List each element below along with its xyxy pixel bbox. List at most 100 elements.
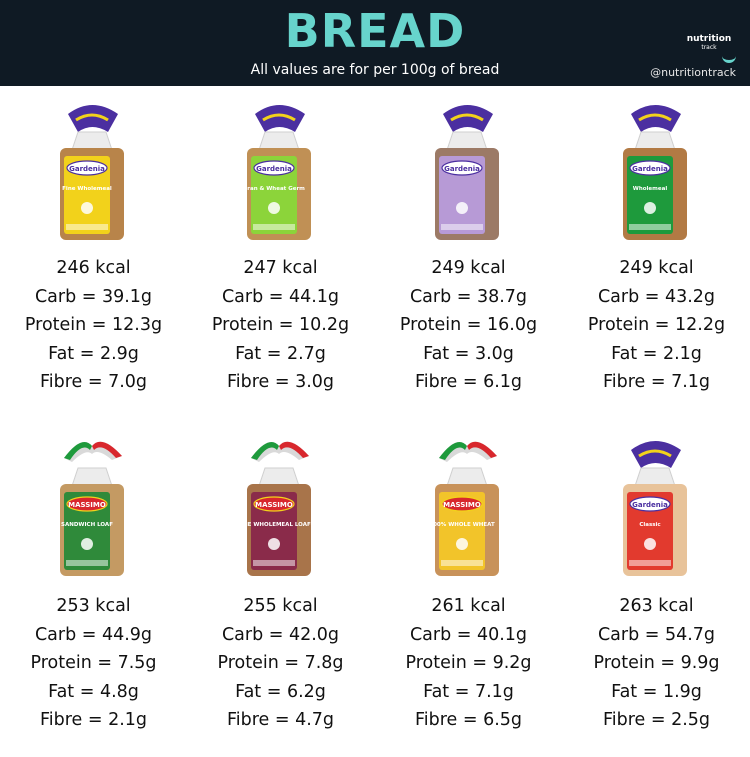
fat-value: Fat = 6.2g	[235, 681, 326, 702]
fibre-value: Fibre = 4.7g	[226, 710, 335, 731]
mascot-icon	[644, 538, 656, 550]
mascot-icon	[81, 538, 93, 550]
fat-value: Fat = 2.9g	[48, 343, 139, 364]
bag-tie-band	[638, 113, 672, 122]
package-label	[251, 492, 297, 570]
nutrition-facts: 263 kcal Carb = 54.7g Protein = 9.9g Fat = …	[563, 592, 750, 735]
calories-value: 247 kcal	[243, 258, 318, 278]
product-name: Wholemeal	[633, 186, 668, 192]
brand-name: Gardenia	[632, 165, 668, 173]
bread-package-image: MASSIMO SANDWICH LOAF	[60, 441, 124, 576]
carb-value: Carb = 39.1g	[34, 286, 153, 307]
mascot-icon	[456, 202, 468, 214]
header-banner: BREAD All values are for per 100g of bre…	[0, 0, 750, 86]
package-footer-strip	[253, 224, 295, 230]
protein-value: Protein = 12.3g	[24, 315, 163, 336]
brand-name: Gardenia	[632, 501, 668, 509]
package-label	[627, 156, 673, 234]
brand-badge	[629, 496, 671, 512]
fat-value: Fat = 3.0g	[423, 343, 514, 364]
page-title: BREAD	[284, 4, 466, 58]
brand-name: MASSIMO	[68, 501, 106, 509]
bread-card: Gardenia Bran & Wheat Germ 247 kcal Carb = …	[187, 86, 374, 416]
bag-twist	[68, 105, 118, 132]
protein-value: Protein = 7.5g	[30, 653, 157, 674]
package-label	[439, 156, 485, 234]
mascot-icon	[456, 538, 468, 550]
bag-stripe-green	[251, 442, 279, 460]
fibre-value: Fibre = 3.0g	[226, 372, 335, 393]
protein-value: Protein = 16.0g	[399, 315, 538, 336]
bag-tie-band	[75, 113, 109, 122]
product-name: FINE WHOLEMEAL LOAF	[237, 522, 311, 528]
protein-value: Protein = 9.9g	[593, 653, 720, 674]
package-label	[64, 492, 110, 570]
bread-card: MASSIMO 100% WHOLE WHEAT 261 kcal Carb = 40…	[375, 422, 562, 752]
bag-twist	[631, 105, 681, 132]
carb-value: Carb = 40.1g	[409, 624, 528, 645]
bread-package-image: Gardenia Classic	[623, 441, 687, 576]
bread-card: Gardenia Wholemeal 249 kcal Carb = 43.2g Pro…	[563, 86, 750, 416]
logo-text: nutrition	[686, 34, 732, 44]
carb-value: Carb = 43.2g	[597, 286, 716, 307]
bread-package-image: Gardenia Wholemeal	[623, 105, 687, 240]
package-footer-strip	[66, 224, 108, 230]
package-label	[64, 156, 110, 234]
fibre-value: Fibre = 6.1g	[414, 372, 523, 393]
fibre-value: Fibre = 7.0g	[39, 372, 148, 393]
bread-card: Gardenia Fine Wholemeal 246 kcal Carb = 39.…	[0, 86, 187, 416]
package-label	[627, 492, 673, 570]
fat-value: Fat = 4.8g	[48, 681, 139, 702]
package-footer-strip	[629, 560, 671, 566]
bag-stripe-red	[92, 441, 122, 458]
fibre-value: Fibre = 6.5g	[414, 710, 523, 731]
package-label	[439, 492, 485, 570]
bread-package-image: MASSIMO FINE WHOLEMEAL LOAF	[237, 441, 311, 576]
product-name: Fine Wholemeal	[62, 186, 112, 192]
protein-value: Protein = 7.8g	[217, 653, 344, 674]
protein-value: Protein = 9.2g	[405, 653, 532, 674]
carb-value: Carb = 44.9g	[34, 624, 153, 645]
bread-package-image: Gardenia	[435, 105, 499, 240]
bag-neck	[71, 467, 113, 487]
fat-value: Fat = 1.9g	[611, 681, 702, 702]
product-name: Bran & Wheat Germ	[243, 186, 305, 192]
bag-stripe-red	[467, 441, 497, 458]
calories-value: 249 kcal	[431, 258, 506, 278]
brand-badge	[441, 496, 483, 512]
bread-card: Gardenia Classic 263 kcal Carb = 54.7g Prote…	[563, 422, 750, 752]
calories-value: 246 kcal	[56, 258, 131, 278]
package-footer-strip	[629, 224, 671, 230]
calories-value: 255 kcal	[243, 596, 318, 616]
product-name: 100% WHOLE WHEAT	[429, 522, 495, 528]
brand-badge	[66, 160, 108, 176]
bag-twist	[631, 441, 681, 468]
nutrition-track-logo: nutrition track	[680, 34, 738, 63]
bag-neck	[71, 131, 113, 151]
bag-neck	[634, 131, 676, 151]
carb-value: Carb = 44.1g	[221, 286, 340, 307]
logo-swoosh-icon	[722, 50, 736, 63]
fat-value: Fat = 2.1g	[611, 343, 702, 364]
bread-package-image: Gardenia Bran & Wheat Germ	[243, 105, 311, 240]
package-footer-strip	[441, 560, 483, 566]
bread-card: MASSIMO SANDWICH LOAF 253 kcal Carb = 44.9g…	[0, 422, 187, 752]
logo-subtext: track	[701, 44, 717, 51]
bag-neck	[258, 131, 300, 151]
nutrition-facts: 253 kcal Carb = 44.9g Protein = 7.5g Fat = …	[0, 592, 187, 735]
brand-name: Gardenia	[444, 165, 480, 173]
brand-badge	[441, 160, 483, 176]
social-handle: @nutritiontrack	[650, 66, 736, 79]
calories-value: 263 kcal	[619, 596, 694, 616]
brand-badge	[253, 160, 295, 176]
package-label	[251, 156, 297, 234]
product-name: SANDWICH LOAF	[61, 522, 113, 528]
brand-badge	[66, 496, 108, 512]
bag-tie-band	[262, 113, 296, 122]
calories-value: 249 kcal	[619, 258, 694, 278]
package-footer-strip	[441, 224, 483, 230]
protein-value: Protein = 12.2g	[587, 315, 726, 336]
carb-value: Carb = 42.0g	[221, 624, 340, 645]
bag-neck	[258, 467, 300, 487]
mascot-icon	[268, 538, 280, 550]
